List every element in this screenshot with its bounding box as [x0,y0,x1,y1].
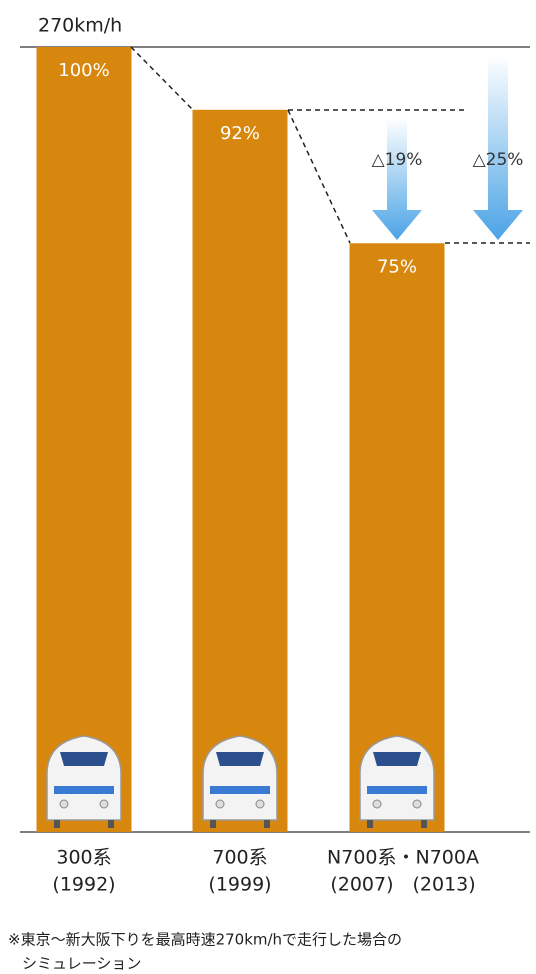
x-tick-label: N700系・N700A [327,847,479,869]
x-tick-sublabel: (1999) [208,874,271,896]
x-tick-label: 300系 [56,847,111,869]
x-tick-sublabel: (2007) (2013) [330,874,475,896]
arrow [473,55,523,240]
y-label: 270km/h [38,15,122,37]
annotation: △19% [372,150,423,170]
bar [349,243,445,832]
value-label: 75% [377,256,417,277]
value-label: 92% [220,123,260,144]
annotation: △25% [473,150,524,170]
bar [192,109,288,833]
value-label: 100% [58,60,109,81]
note: ※東京〜新大阪下りを最高時速270km/hで走行した場合の [8,931,402,949]
arrow [372,118,422,240]
bar [36,47,132,832]
train-icon [359,735,435,829]
note: シミュレーション [22,955,141,973]
train-icon [202,735,278,829]
connectors [130,46,530,244]
x-tick-sublabel: (1992) [52,874,115,896]
bars [36,47,445,833]
train-icon [46,735,122,829]
x-tick-label: 700系 [212,847,267,869]
